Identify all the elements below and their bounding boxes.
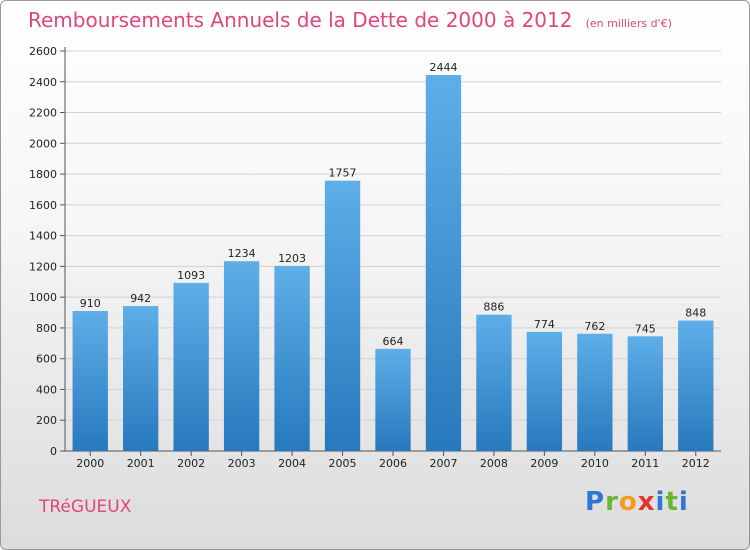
- data-label: 1757: [329, 167, 357, 180]
- y-tick-label: 2200: [29, 107, 57, 120]
- y-tick-label: 2400: [29, 76, 57, 89]
- bars: [72, 75, 714, 451]
- x-tick-label: 2003: [228, 457, 256, 470]
- y-tick-label: 800: [36, 322, 57, 335]
- bar: [375, 348, 411, 451]
- y-tick-label: 1000: [29, 291, 57, 304]
- bar: [627, 336, 663, 451]
- axes: 0 200 400 600 800 1000 1200 1400 1600 1800 2000 220…: [29, 45, 721, 470]
- data-label: 1093: [177, 269, 205, 282]
- proxiti-logo: Proxiti: [585, 487, 689, 517]
- bar: [72, 311, 108, 451]
- y-tick-label: 1600: [29, 199, 57, 212]
- logo-letter: i: [678, 487, 689, 517]
- logo-letter: P: [585, 487, 606, 517]
- data-label: 664: [383, 335, 404, 348]
- bar: [425, 75, 462, 451]
- y-tick-label: 0: [50, 445, 57, 458]
- bar: [223, 261, 260, 451]
- logo-letter: r: [605, 487, 619, 517]
- x-tick-label: 2007: [429, 457, 457, 470]
- data-label: 886: [483, 301, 504, 314]
- data-label: 745: [635, 322, 656, 335]
- x-tick-label: 2001: [127, 457, 155, 470]
- bar: [324, 180, 361, 451]
- y-tick-label: 400: [36, 383, 57, 396]
- y-tick-label: 200: [36, 414, 57, 427]
- data-label: 848: [685, 307, 706, 320]
- x-tick-label: 2010: [581, 457, 609, 470]
- bar: [476, 314, 512, 451]
- data-label: 942: [130, 292, 151, 305]
- data-labels: 910 942 1093 1234 1203 1757 664 2444 886 774 762 74…: [80, 61, 707, 348]
- x-tick-label: 2000: [76, 457, 104, 470]
- y-tick-label: 1200: [29, 260, 57, 273]
- x-tick-label: 2012: [682, 457, 710, 470]
- x-tick-label: 2006: [379, 457, 407, 470]
- commune-name: TRéGUEUX: [39, 497, 132, 517]
- data-label: 2444: [429, 61, 457, 74]
- bar: [123, 306, 159, 451]
- data-label: 1203: [278, 252, 306, 265]
- data-label: 910: [80, 297, 101, 310]
- bar: [173, 282, 209, 451]
- x-tick-label: 2002: [177, 457, 205, 470]
- x-tick-label: 2005: [329, 457, 357, 470]
- x-tick-label: 2011: [631, 457, 659, 470]
- x-tick-label: 2004: [278, 457, 306, 470]
- bar: [678, 320, 714, 451]
- y-tick-label: 2000: [29, 137, 57, 150]
- x-tick-label: 2008: [480, 457, 508, 470]
- logo-letter: x: [637, 487, 656, 517]
- data-label: 774: [534, 318, 555, 331]
- y-tick-label: 1400: [29, 230, 57, 243]
- chart-title: Remboursements Annuels de la Dette de 20…: [28, 8, 573, 32]
- x-tick-label: 2009: [530, 457, 558, 470]
- bar: [274, 265, 310, 451]
- chart-subtitle: (en milliers d'€): [585, 17, 672, 30]
- logo-letter: t: [665, 487, 679, 517]
- bar: [526, 331, 563, 451]
- y-tick-label: 1800: [29, 168, 57, 181]
- logo-letter: i: [655, 487, 666, 517]
- data-label: 1234: [228, 247, 256, 260]
- logo-letter: o: [618, 487, 638, 517]
- bar: [577, 333, 613, 451]
- y-tick-label: 2600: [29, 45, 57, 58]
- y-tick-label: 600: [36, 353, 57, 366]
- data-label: 762: [584, 320, 605, 333]
- chart-title-block: Remboursements Annuels de la Dette de 20…: [28, 8, 672, 32]
